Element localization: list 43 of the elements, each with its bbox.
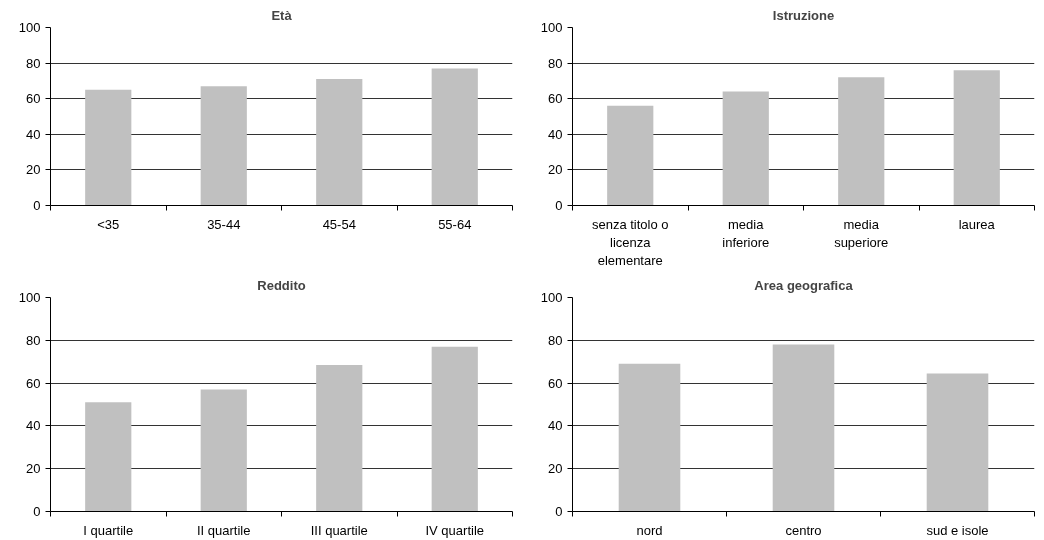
y-tick-label: 60 <box>26 375 41 391</box>
y-tick-label: 20 <box>26 461 41 477</box>
y-tick-label: 100 <box>540 290 563 305</box>
y-tick-label: 20 <box>548 461 563 477</box>
y-tick-label: 60 <box>548 91 563 107</box>
y-tick-label: 0 <box>555 504 563 519</box>
x-tick-label: sud e isole <box>926 522 989 538</box>
x-tick-label: I quartile <box>83 522 134 538</box>
x-tick-label: III quartile <box>310 522 368 538</box>
y-tick-label: 60 <box>26 91 41 107</box>
chart-title: Istruzione <box>772 7 835 23</box>
x-tick-label: IV quartile <box>425 522 485 538</box>
y-tick-label: 40 <box>26 126 41 142</box>
x-tick-label: <35 <box>97 216 120 232</box>
x-tick-label: laurea <box>958 216 996 232</box>
x-tick-label: senza titolo o licenza elementare <box>591 216 669 268</box>
y-tick-label: 40 <box>548 418 563 434</box>
y-tick-label: 80 <box>26 55 41 71</box>
x-tick-label: media inferiore <box>722 216 770 250</box>
chart-title: Età <box>271 7 293 23</box>
chart-title: Reddito <box>257 277 306 293</box>
x-tick-label: 55-64 <box>438 216 472 232</box>
x-tick-label: nord <box>636 522 663 538</box>
y-tick-label: 20 <box>548 162 563 178</box>
y-tick-label: 100 <box>18 290 41 305</box>
y-tick-label: 80 <box>26 332 41 348</box>
x-tick-label: centro <box>785 522 822 538</box>
y-tick-label: 40 <box>548 126 563 142</box>
x-tick-label: media superiore <box>834 216 889 250</box>
y-tick-label: 0 <box>33 198 41 213</box>
y-tick-label: 0 <box>555 198 563 213</box>
y-tick-label: 80 <box>548 55 563 71</box>
y-tick-label: 60 <box>548 375 563 391</box>
y-tick-label: 20 <box>26 162 41 178</box>
x-tick-label: 35-44 <box>207 216 241 232</box>
y-tick-label: 40 <box>26 418 41 434</box>
y-tick-label: 0 <box>33 504 41 519</box>
chart-title: Area geografica <box>754 277 854 293</box>
x-tick-label: II quartile <box>197 522 251 538</box>
y-tick-label: 100 <box>18 20 41 35</box>
x-tick-label: 45-54 <box>322 216 356 232</box>
y-tick-label: 80 <box>548 332 563 348</box>
y-tick-label: 100 <box>540 20 563 35</box>
